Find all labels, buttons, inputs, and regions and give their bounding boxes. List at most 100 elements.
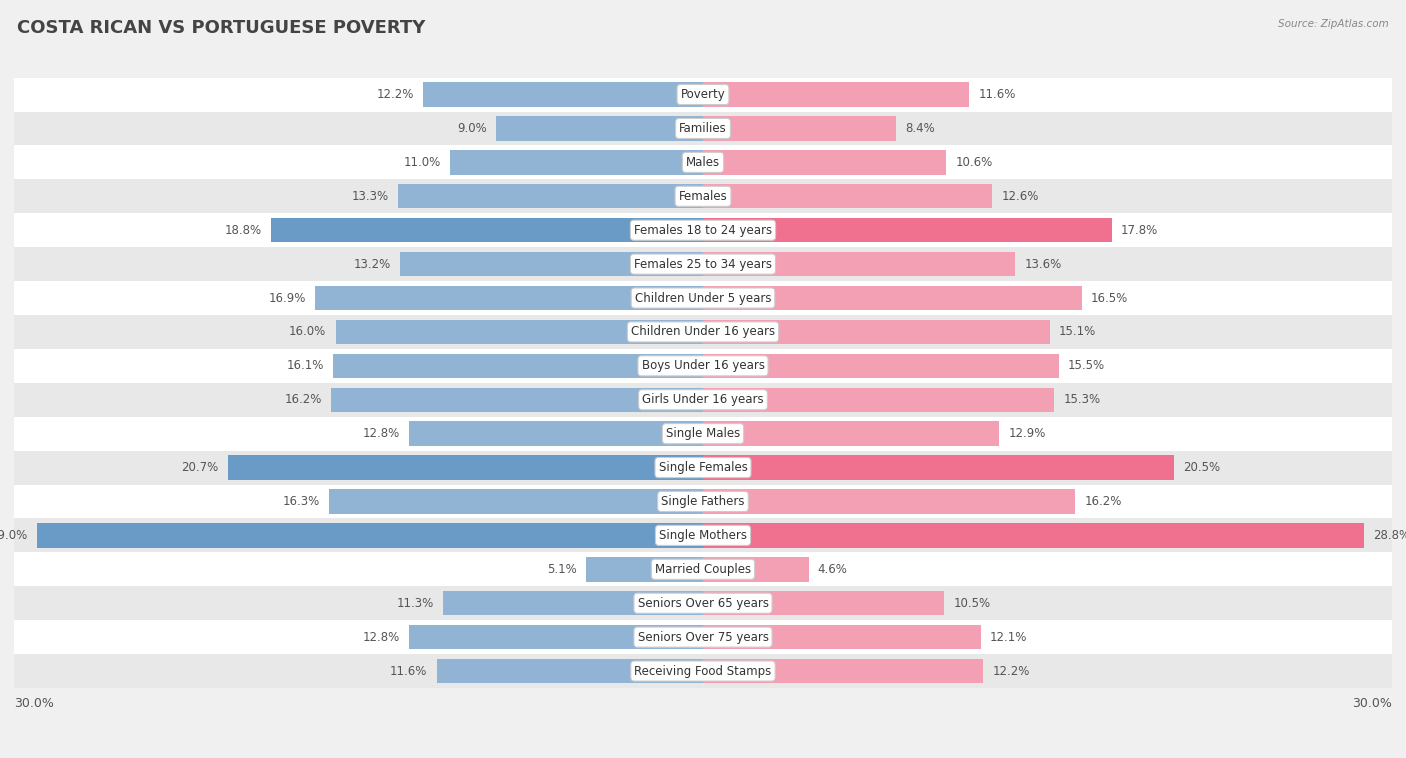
Bar [315,286,703,310]
Bar [437,659,703,683]
Bar [450,150,703,174]
Bar [228,456,703,480]
Text: 16.3%: 16.3% [283,495,319,508]
Text: Source: ZipAtlas.com: Source: ZipAtlas.com [1278,19,1389,29]
Text: 28.8%: 28.8% [1374,529,1406,542]
Text: 30.0%: 30.0% [14,697,53,709]
Text: 17.8%: 17.8% [1121,224,1159,236]
Text: 16.0%: 16.0% [290,325,326,338]
Bar [271,218,703,243]
Text: Receiving Food Stamps: Receiving Food Stamps [634,665,772,678]
Bar [443,591,703,615]
Text: Single Females: Single Females [658,461,748,474]
Bar [703,456,1174,480]
Text: Children Under 16 years: Children Under 16 years [631,325,775,338]
Text: 15.1%: 15.1% [1059,325,1097,338]
Text: 9.0%: 9.0% [457,122,486,135]
Text: Children Under 5 years: Children Under 5 years [634,292,772,305]
Bar [14,349,1392,383]
Text: 12.8%: 12.8% [363,428,399,440]
Bar [14,383,1392,417]
Text: 16.2%: 16.2% [1084,495,1122,508]
Bar [14,417,1392,450]
Text: 16.9%: 16.9% [269,292,305,305]
Text: 13.6%: 13.6% [1025,258,1062,271]
Text: 18.8%: 18.8% [225,224,262,236]
Bar [14,315,1392,349]
Bar [703,252,1015,277]
Bar [14,247,1392,281]
Bar [703,489,1076,514]
Bar [14,654,1392,688]
Bar [14,586,1392,620]
Text: 16.5%: 16.5% [1091,292,1129,305]
Text: 29.0%: 29.0% [0,529,28,542]
Bar [703,150,946,174]
Bar [14,213,1392,247]
Bar [586,557,703,581]
Text: Poverty: Poverty [681,88,725,101]
Bar [14,620,1392,654]
Bar [14,553,1392,586]
Bar [14,146,1392,180]
Bar [14,281,1392,315]
Bar [703,286,1083,310]
Bar [329,489,703,514]
Bar [14,518,1392,553]
Text: Married Couples: Married Couples [655,562,751,576]
Text: 15.5%: 15.5% [1069,359,1105,372]
Bar [703,354,1059,378]
Bar [37,523,703,547]
Text: Girls Under 16 years: Girls Under 16 years [643,393,763,406]
Bar [703,83,969,107]
Text: Single Fathers: Single Fathers [661,495,745,508]
Bar [703,421,1000,446]
Text: 11.0%: 11.0% [404,156,441,169]
Text: 12.2%: 12.2% [993,665,1029,678]
Bar [14,180,1392,213]
Bar [409,625,703,650]
Text: Females 25 to 34 years: Females 25 to 34 years [634,258,772,271]
Bar [703,116,896,141]
Text: Single Mothers: Single Mothers [659,529,747,542]
Bar [496,116,703,141]
Bar [703,523,1364,547]
Text: Seniors Over 65 years: Seniors Over 65 years [637,597,769,609]
Text: 12.9%: 12.9% [1008,428,1046,440]
Text: Single Males: Single Males [666,428,740,440]
Text: 5.1%: 5.1% [547,562,576,576]
Text: COSTA RICAN VS PORTUGUESE POVERTY: COSTA RICAN VS PORTUGUESE POVERTY [17,19,425,37]
Bar [14,77,1392,111]
Text: 16.1%: 16.1% [287,359,323,372]
Bar [14,450,1392,484]
Text: 30.0%: 30.0% [1353,697,1392,709]
Bar [14,484,1392,518]
Bar [703,218,1112,243]
Bar [399,252,703,277]
Bar [14,111,1392,146]
Bar [703,387,1054,412]
Bar [703,625,981,650]
Text: 10.5%: 10.5% [953,597,990,609]
Text: 11.6%: 11.6% [389,665,427,678]
Text: Males: Males [686,156,720,169]
Bar [703,557,808,581]
Text: 15.3%: 15.3% [1063,393,1101,406]
Text: Females: Females [679,190,727,203]
Bar [423,83,703,107]
Bar [703,659,983,683]
Text: 12.6%: 12.6% [1001,190,1039,203]
Text: 13.3%: 13.3% [352,190,388,203]
Text: 11.6%: 11.6% [979,88,1017,101]
Bar [333,354,703,378]
Text: 8.4%: 8.4% [905,122,935,135]
Bar [703,320,1050,344]
Bar [703,591,945,615]
Text: 16.2%: 16.2% [284,393,322,406]
Bar [330,387,703,412]
Text: 20.5%: 20.5% [1182,461,1220,474]
Text: Seniors Over 75 years: Seniors Over 75 years [637,631,769,644]
Text: 12.2%: 12.2% [377,88,413,101]
Bar [409,421,703,446]
Bar [398,184,703,208]
